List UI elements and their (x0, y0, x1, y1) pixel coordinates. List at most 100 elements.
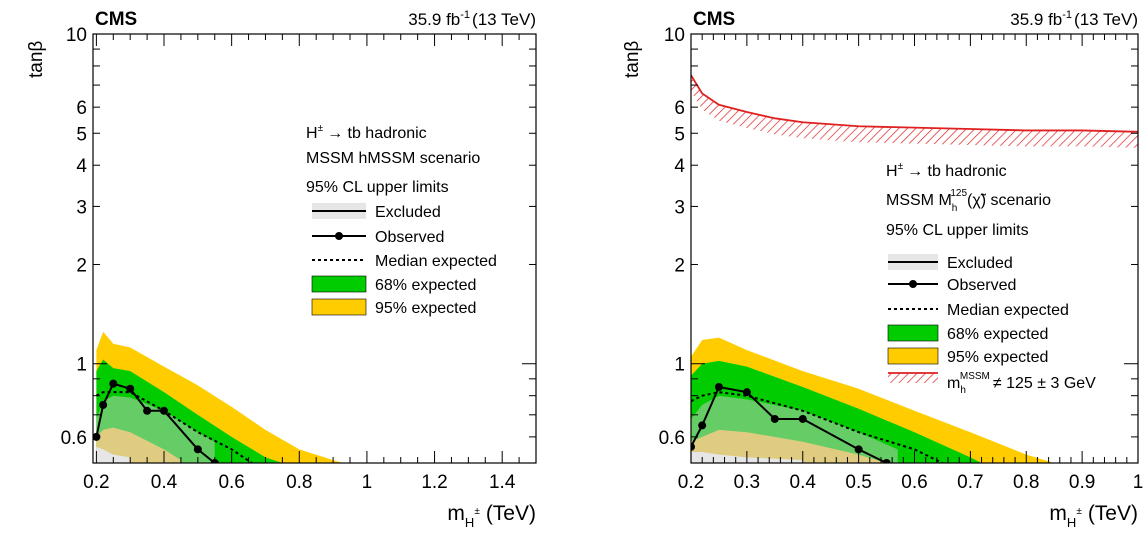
median-line-left (95, 391, 253, 463)
observed-point (143, 406, 152, 415)
plot-area-right (691, 74, 1138, 463)
legend-68-right: 68% expected (947, 326, 1048, 343)
legend-title-right-2: MSSM Mh125(χ̃) scenario (886, 188, 1051, 214)
legend-95-right: 95% expected (947, 349, 1048, 366)
observed-point (798, 414, 807, 423)
legend-swatch-68-right (887, 324, 939, 342)
legend-median-right: Median expected (947, 302, 1069, 319)
y-tick-label: 5 (674, 124, 685, 145)
x-tick-label: 0.9 (1069, 472, 1095, 493)
observed-point (698, 421, 707, 430)
legend-title-left-2: MSSM hMSSM scenario (306, 150, 480, 167)
x-tick-label: 0.5 (845, 472, 871, 493)
observed-point (160, 406, 169, 415)
observed-points-right (691, 383, 891, 463)
y-ticks-left: 0.6 1 2 3 4 5 6 10 (61, 25, 536, 464)
x-tick-label: 1 (362, 472, 373, 493)
observed-point (126, 384, 135, 393)
lower95-right (691, 429, 887, 463)
y-tick-label: 2 (76, 255, 87, 276)
x-tick-label: 0.8 (286, 472, 312, 493)
y-tick-label: 1 (76, 355, 87, 376)
y-axis-label-right: tanβ (622, 41, 643, 78)
lower95-left (96, 427, 181, 463)
excluded-left (96, 446, 131, 463)
x-tick-label: 0.2 (678, 472, 704, 493)
x-tick-label: 0.2 (83, 472, 109, 493)
legend-swatch-95-left (311, 298, 367, 316)
legend-95-left: 95% expected (375, 300, 476, 317)
legend-observed-right: Observed (947, 277, 1016, 294)
y-tick-label: 6 (674, 98, 685, 119)
x-tick-label: 0.4 (151, 472, 178, 493)
mh-boundary-right (691, 74, 1138, 133)
y-tick-label: 5 (76, 124, 87, 145)
observed-points-left (93, 379, 219, 463)
observed-point (99, 400, 108, 409)
legend-swatch-mh-right (888, 373, 938, 383)
y-tick-label: 10 (664, 25, 685, 46)
legend-68-left: 68% expected (375, 277, 476, 294)
frame-left (92, 33, 537, 464)
y-tick-label: 4 (674, 156, 685, 177)
x-tick-label: 0.8 (1013, 472, 1039, 493)
x-tick-label: 1.4 (489, 472, 516, 493)
x-tick-label: 0.6 (218, 472, 244, 493)
y-tick-label: 3 (674, 197, 685, 218)
legend-observed-left: Observed (375, 229, 444, 246)
legend-excluded-left: Excluded (375, 204, 441, 221)
observed-point (109, 379, 118, 388)
y-tick-label: 4 (76, 156, 87, 177)
x-ticks-right: 0.2 0.3 0.4 0.5 0.6 0.7 0.8 0.9 1 (678, 34, 1144, 493)
x-axis-label-right: mH± (TeV) (1049, 502, 1138, 530)
median-line-right (691, 391, 943, 463)
lumi-label-right: 35.9 fb-1 (13 TeV) (1010, 9, 1138, 29)
observed-point (854, 445, 863, 454)
cms-label-right: CMS (693, 9, 735, 30)
legend-swatch-observed-dot-right (909, 280, 917, 288)
legend-left: H± → tb hadronic MSSM hMSSM scenario 95% … (306, 123, 497, 317)
y-axis-label-left: tanβ (26, 41, 47, 78)
legend-swatch-observed-dot-left (335, 232, 343, 240)
x-tick-label: 1.2 (421, 472, 447, 493)
y-tick-label: 10 (66, 25, 87, 46)
x-tick-label: 1 (1133, 472, 1144, 493)
mh-hatch-right (691, 75, 1138, 148)
chart-left: 0.2 0.4 0.6 0.8 1 1.2 1.4 0.6 1 2 3 4 5 6 10 CMS 35.9… (26, 9, 537, 530)
observed-line-right (691, 385, 888, 463)
plot-area-left (93, 331, 344, 463)
observed-point (742, 388, 751, 397)
observed-point (714, 383, 723, 392)
legend-right: H± → tb hadronic MSSM Mh125(χ̃) scenario … (886, 161, 1096, 396)
x-tick-label: 0.7 (957, 472, 983, 493)
observed-point (770, 414, 779, 423)
legend-swatch-68-left (311, 275, 367, 293)
y-tick-label: 0.6 (659, 428, 685, 449)
legend-median-left: Median expected (375, 253, 497, 270)
x-tick-label: 0.6 (901, 472, 927, 493)
legend-title-right-3: 95% CL upper limits (886, 222, 1029, 239)
x-ticks-left: 0.2 0.4 0.6 0.8 1 1.2 1.4 (83, 34, 537, 493)
y-tick-label: 3 (76, 197, 87, 218)
legend-title-left-3: 95% CL upper limits (306, 179, 449, 196)
y-tick-label: 6 (76, 98, 87, 119)
legend-mh-right: mhMSSM ≠ 125 ± 3 GeV (947, 371, 1096, 396)
cms-label-left: CMS (95, 9, 137, 30)
x-axis-label-left: mH± (TeV) (447, 502, 536, 530)
y-tick-label: 1 (674, 355, 685, 376)
y-tick-label: 2 (674, 255, 685, 276)
observed-point (882, 459, 891, 463)
legend-excluded-right: Excluded (947, 255, 1013, 272)
y-ticks-right: 0.6 1 2 3 4 5 6 10 (659, 25, 1138, 464)
observed-point (193, 445, 202, 454)
x-tick-label: 0.3 (734, 472, 760, 493)
legend-title-left-1: H± → tb hadronic (306, 123, 427, 142)
y-tick-label: 0.6 (61, 428, 87, 449)
chart-right: 0.2 0.3 0.4 0.5 0.6 0.7 0.8 0.9 1 0.6 1 2 3 4 5 6 10 CM… (622, 9, 1143, 530)
observed-point (691, 442, 695, 451)
legend-title-right-1: H± → tb hadronic (886, 161, 1007, 180)
x-tick-label: 0.4 (790, 472, 817, 493)
legend-swatch-95-right (887, 347, 939, 365)
lumi-label-left: 35.9 fb-1 (13 TeV) (408, 9, 536, 29)
